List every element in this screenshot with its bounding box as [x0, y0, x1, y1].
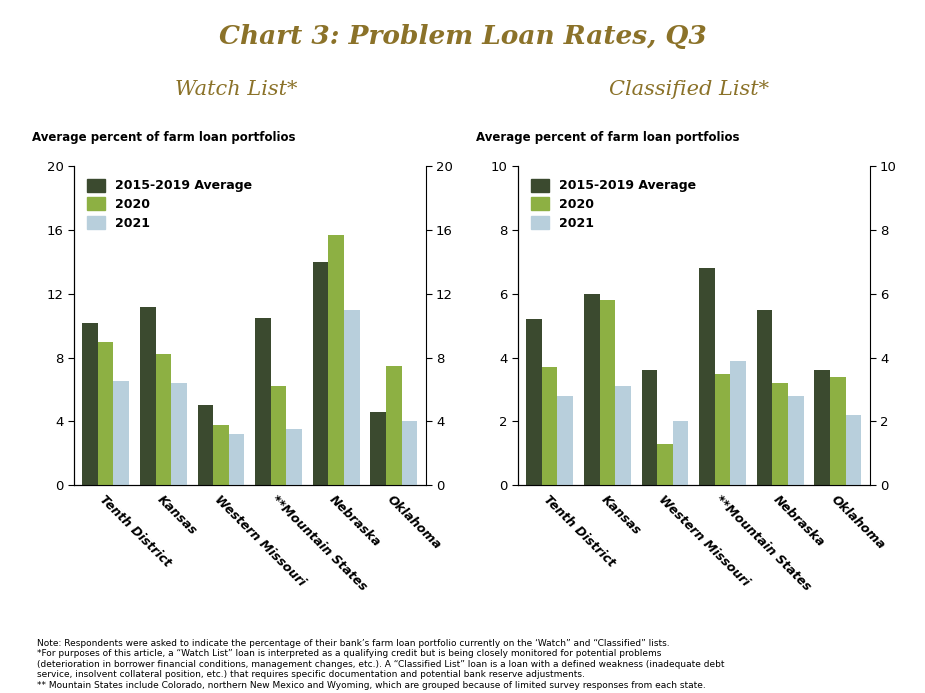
Bar [255, 317, 271, 485]
Bar [328, 235, 344, 485]
Bar [313, 262, 328, 485]
Text: Classified List*: Classified List* [609, 80, 770, 98]
Legend: 2015-2019 Average, 2020, 2021: 2015-2019 Average, 2020, 2021 [524, 173, 703, 236]
Text: Note: Respondents were asked to indicate the percentage of their bank’s farm loa: Note: Respondents were asked to indicate… [37, 639, 724, 690]
Text: Watch List*: Watch List* [175, 80, 297, 98]
Bar [198, 405, 213, 485]
Bar [213, 425, 228, 485]
Bar [386, 366, 401, 485]
Bar [526, 319, 542, 485]
Bar [114, 381, 129, 485]
Bar [830, 377, 845, 485]
Bar [82, 322, 98, 485]
Bar [788, 396, 804, 485]
Bar [155, 354, 171, 485]
Bar [599, 300, 615, 485]
Text: Average percent of farm loan portfolios: Average percent of farm loan portfolios [475, 131, 739, 144]
Bar [657, 444, 672, 485]
Text: Average percent of farm loan portfolios: Average percent of farm loan portfolios [31, 131, 295, 144]
Bar [98, 342, 114, 485]
Bar [757, 310, 772, 485]
Bar [344, 310, 360, 485]
Bar [615, 386, 631, 485]
Bar [815, 370, 830, 485]
Bar [371, 412, 386, 485]
Bar [558, 396, 573, 485]
Bar [715, 374, 731, 485]
Bar [171, 383, 187, 485]
Bar [401, 421, 417, 485]
Bar [672, 421, 688, 485]
Bar [228, 434, 244, 485]
Bar [699, 268, 715, 485]
Bar [772, 383, 788, 485]
Bar [271, 386, 287, 485]
Bar [584, 294, 599, 485]
Legend: 2015-2019 Average, 2020, 2021: 2015-2019 Average, 2020, 2021 [80, 173, 259, 236]
Bar [287, 429, 302, 485]
Bar [642, 370, 657, 485]
Bar [731, 361, 746, 485]
Text: Chart 3: Problem Loan Rates, Q3: Chart 3: Problem Loan Rates, Q3 [218, 24, 707, 49]
Bar [845, 415, 861, 485]
Bar [542, 367, 558, 485]
Bar [140, 306, 155, 485]
